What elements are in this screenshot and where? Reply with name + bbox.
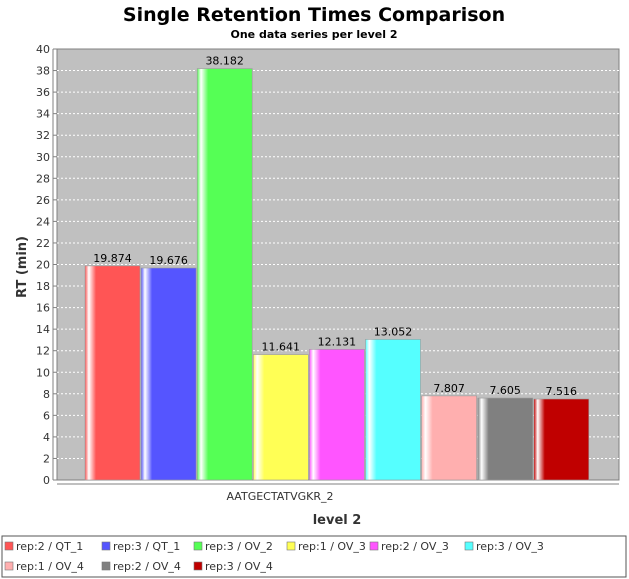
- legend: rep:2 / QT_1 rep:3 / QT_1 rep:3 / OV_2 rep:…: [1, 535, 627, 578]
- legend-swatch: [193, 541, 203, 551]
- bar-value-label: 7.516: [546, 385, 578, 398]
- y-tick-label: 18: [36, 280, 50, 293]
- legend-swatch: [4, 541, 14, 551]
- bar-4: [253, 354, 309, 481]
- y-tick-label: 0: [43, 474, 50, 487]
- value-labels: 19.874 19.676 38.182 11.641 12.131 13.052 7.80…: [93, 55, 577, 398]
- bar-value-label: 19.874: [93, 252, 132, 265]
- legend-entry: rep:3 / QT_1: [113, 540, 180, 553]
- legend-swatch: [101, 541, 111, 551]
- y-tick-label: 34: [36, 108, 50, 121]
- y-tick-label: 16: [36, 302, 50, 315]
- bar-5: [309, 348, 365, 481]
- y-tick-label: 36: [36, 86, 50, 99]
- legend-entry: rep:3 / OV_2: [205, 540, 273, 553]
- y-tick-label: 32: [36, 129, 50, 142]
- y-tick-label: 10: [36, 366, 50, 379]
- legend-swatch: [369, 541, 379, 551]
- legend-entry: rep:1 / OV_3: [298, 540, 366, 553]
- y-tick-label: 40: [36, 43, 50, 56]
- legend-swatch: [193, 561, 203, 571]
- legend-entry: rep:2 / QT_1: [16, 540, 83, 553]
- y-tick-label: 30: [36, 151, 50, 164]
- axes: [52, 48, 619, 485]
- bar-value-label: 11.641: [262, 341, 301, 354]
- y-tick-label: 26: [36, 194, 50, 207]
- bar-1: [84, 265, 141, 481]
- y-tick-label: 12: [36, 345, 50, 358]
- legend-entry: rep:3 / OV_4: [205, 560, 273, 573]
- legend-entry: rep:2 / OV_3: [381, 540, 449, 553]
- y-tick-label: 4: [43, 431, 50, 444]
- y-tick-label: 22: [36, 237, 50, 250]
- category-label: AATGECTATVGKR_2: [226, 490, 333, 503]
- bar-9: [533, 398, 590, 481]
- legend-swatch: [4, 561, 14, 571]
- y-tick-label: 6: [43, 409, 50, 422]
- bar-value-label: 19.676: [149, 254, 188, 267]
- bar-value-label: 7.807: [433, 382, 465, 395]
- bar-value-label: 38.182: [205, 55, 244, 68]
- bars: [84, 68, 590, 481]
- legend-swatch: [286, 541, 296, 551]
- legend-swatch: [464, 541, 474, 551]
- legend-entry: rep:3 / OV_3: [476, 540, 544, 553]
- legend-entry: rep:2 / OV_4: [113, 560, 181, 573]
- bar-2: [140, 267, 197, 481]
- x-axis-label: level 2: [313, 513, 362, 528]
- y-tick-label: 28: [36, 172, 50, 185]
- bar-value-label: 12.131: [318, 335, 357, 348]
- y-tick-label: 20: [36, 259, 50, 272]
- y-tick-label: 8: [43, 388, 50, 401]
- y-tick-label: 38: [36, 65, 50, 78]
- y-axis-label: RT (min): [15, 236, 30, 298]
- y-tick-label: 14: [36, 323, 50, 336]
- y-tick-label: 24: [36, 215, 50, 228]
- legend-entry: rep:1 / OV_4: [16, 560, 84, 573]
- bar-value-label: 13.052: [374, 325, 413, 338]
- bar-value-label: 7.605: [489, 384, 521, 397]
- bar-3: [196, 68, 253, 481]
- bar-8: [477, 397, 534, 481]
- bar-6: [365, 339, 421, 481]
- bar-7: [421, 395, 477, 481]
- y-tick-label: 2: [43, 452, 50, 465]
- category-labels: AATGECTATVGKR_2: [226, 490, 333, 503]
- legend-swatch: [101, 561, 111, 571]
- chart-subtitle: One data series per level 2: [230, 28, 397, 41]
- chart-title: Single Retention Times Comparison: [123, 4, 505, 26]
